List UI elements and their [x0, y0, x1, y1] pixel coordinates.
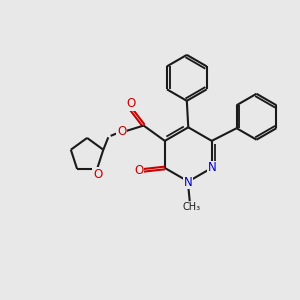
- Text: O: O: [134, 164, 143, 177]
- Text: N: N: [184, 176, 193, 189]
- Text: N: N: [208, 161, 217, 175]
- Text: O: O: [117, 125, 126, 138]
- Text: O: O: [93, 168, 102, 181]
- Text: CH₃: CH₃: [182, 202, 200, 212]
- Text: O: O: [127, 97, 136, 110]
